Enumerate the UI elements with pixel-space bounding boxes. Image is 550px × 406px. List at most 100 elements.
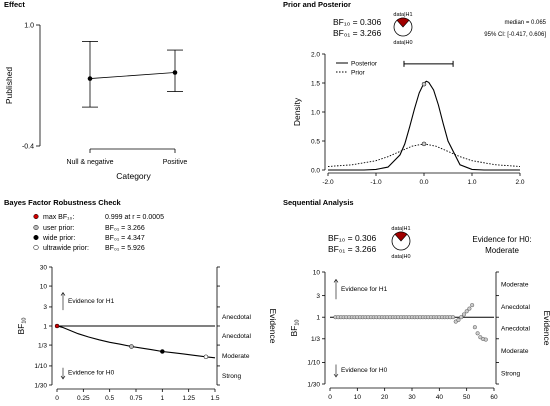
pp-y-tick-label: 2.0 [311, 51, 320, 58]
effect-x-label: Category [116, 171, 151, 181]
seq-y-tick-label: 1/30 [307, 381, 320, 388]
pp-x-tick-label: -2.0 [322, 179, 334, 186]
rob-right-label: Strong [222, 373, 242, 380]
effect-point [172, 70, 178, 75]
rob-y-tick-label: 1 [43, 323, 47, 330]
seq-right-label: Moderate [501, 348, 529, 355]
pp-median: median = 0.065 [504, 20, 546, 26]
seq-point [456, 317, 461, 322]
rob-y-tick-label: 3 [43, 304, 47, 311]
rob-legend-marker [33, 224, 39, 231]
seq-y-tick-label: 3 [316, 293, 320, 300]
seq-evidence-level: Moderate [485, 246, 519, 255]
effect-x-tick-label: Positive [163, 159, 188, 166]
sequential-title: Sequential Analysis [283, 198, 354, 207]
rob-x-tick-label: 1.25 [182, 395, 195, 402]
rob-legend-label: max BF₁₀: [43, 214, 74, 221]
seq-evidence-label: Evidence [542, 311, 550, 346]
rob-y-tick-label: 10 [40, 283, 48, 290]
pp-prior-point [421, 141, 427, 147]
pp-y-tick-label: 0.0 [311, 167, 320, 174]
pp-prior-curve [327, 143, 521, 167]
seq-point [461, 312, 466, 317]
effect-y-label: Published [4, 67, 14, 105]
seq-x-tick-label: 10 [354, 394, 362, 401]
effect-y-tick-label: -0.4 [22, 144, 34, 151]
seq-evidence-h0: Evidence for H0 [341, 367, 388, 374]
seq-point [472, 325, 477, 330]
rob-right-label: Moderate [222, 353, 250, 360]
effect-plot: 1.0 -0.4 Published Null & negative Positive C… [4, 23, 188, 182]
rob-y-tick-label: 30 [40, 264, 48, 271]
pp-x-tick-label: -1.0 [370, 179, 382, 186]
seq-point [459, 315, 464, 320]
seq-point [475, 331, 480, 336]
rob-evidence-h1: Evidence for H1 [68, 298, 115, 305]
seq-x-tick-label: 20 [381, 394, 389, 401]
pp-pie-bottom-label: data|H0 [393, 40, 412, 46]
rob-marker [129, 344, 134, 349]
seq-arrowhead-h1 [333, 278, 339, 283]
rob-legend-label: ultrawide prior: [43, 245, 89, 252]
seq-x-tick-label: 30 [408, 394, 416, 401]
pp-posterior-curve [328, 80, 520, 171]
seq-right-label: Anecdotal [501, 325, 530, 332]
seq-point [470, 303, 475, 308]
rob-marker [203, 354, 209, 360]
rob-y-tick-label: 1/3 [38, 342, 47, 349]
pp-ci: 95% CI: [-0.417, 0.606] [484, 32, 546, 38]
rob-legend-label: user prior: [43, 225, 75, 232]
rob-arrowhead-h1 [60, 291, 66, 296]
seq-pie-top-label: data|H1 [391, 226, 410, 232]
seq-pie-h1-slice [394, 231, 408, 242]
rob-x-tick-label: 1.5 [210, 395, 219, 402]
rob-x-tick-label: 0.75 [130, 395, 143, 402]
prior-posterior-title: Prior and Posterior [283, 0, 351, 9]
seq-right-label: Moderate [501, 281, 529, 288]
rob-x-tick-label: 1 [161, 395, 165, 402]
rob-x-tick-label: 0 [55, 395, 59, 402]
rob-legend-value: 0.999 at r = 0.0005 [105, 214, 164, 221]
rob-legend-marker [33, 244, 39, 251]
pp-legend-prior: Prior [351, 70, 366, 77]
rob-right-label: Anecdotal [222, 314, 251, 321]
rob-legend-value: BF₀₁ = 3.266 [105, 225, 145, 232]
pp-y-label: Density [292, 97, 302, 126]
rob-y-label: BF10 [16, 318, 28, 335]
pp-legend-posterior: Posterior [351, 61, 378, 68]
seq-y-tick-label: 1/3 [311, 336, 320, 343]
seq-y-label: BF10 [289, 320, 301, 337]
seq-point [483, 337, 488, 342]
effect-title: Effect [4, 0, 25, 9]
seq-right-label: Anecdotal [501, 304, 530, 311]
seq-x-tick-label: 60 [490, 394, 498, 401]
pp-x-tick-label: 1.0 [467, 179, 476, 186]
seq-x-tick-label: 40 [436, 394, 444, 401]
seq-evidence-h1: Evidence for H1 [341, 286, 388, 293]
rob-evidence-h0: Evidence for H0 [68, 370, 115, 377]
rob-marker [54, 323, 60, 329]
pp-bf10: BF₁₀ = 0.306 [333, 17, 381, 27]
rob-y-tick-label: 1/30 [34, 382, 47, 389]
pp-bf01: BF₀₁ = 3.266 [333, 28, 381, 38]
rob-marker [160, 349, 165, 354]
seq-y-tick-label: 10 [313, 269, 321, 276]
rob-legend-value: BF₀₁ = 5.926 [105, 245, 145, 252]
effect-point [87, 76, 93, 81]
seq-right-label: Strong [501, 371, 521, 378]
pp-y-tick-label: 1.0 [311, 109, 320, 116]
pp-y-tick-label: 0.5 [311, 138, 320, 145]
seq-x-tick-label: 50 [463, 394, 471, 401]
seq-bf10: BF₁₀ = 0.306 [328, 233, 376, 243]
pp-x-tick-label: 2.0 [515, 179, 524, 186]
seq-y-tick-label: 1 [316, 315, 320, 322]
rob-bf-curve [56, 325, 216, 359]
seq-point [450, 315, 455, 320]
rob-legend-marker [33, 213, 39, 220]
seq-x-tick-label: 0 [328, 394, 332, 401]
seq-point [467, 306, 472, 311]
pp-pie-top-label: data|H1 [393, 12, 412, 18]
